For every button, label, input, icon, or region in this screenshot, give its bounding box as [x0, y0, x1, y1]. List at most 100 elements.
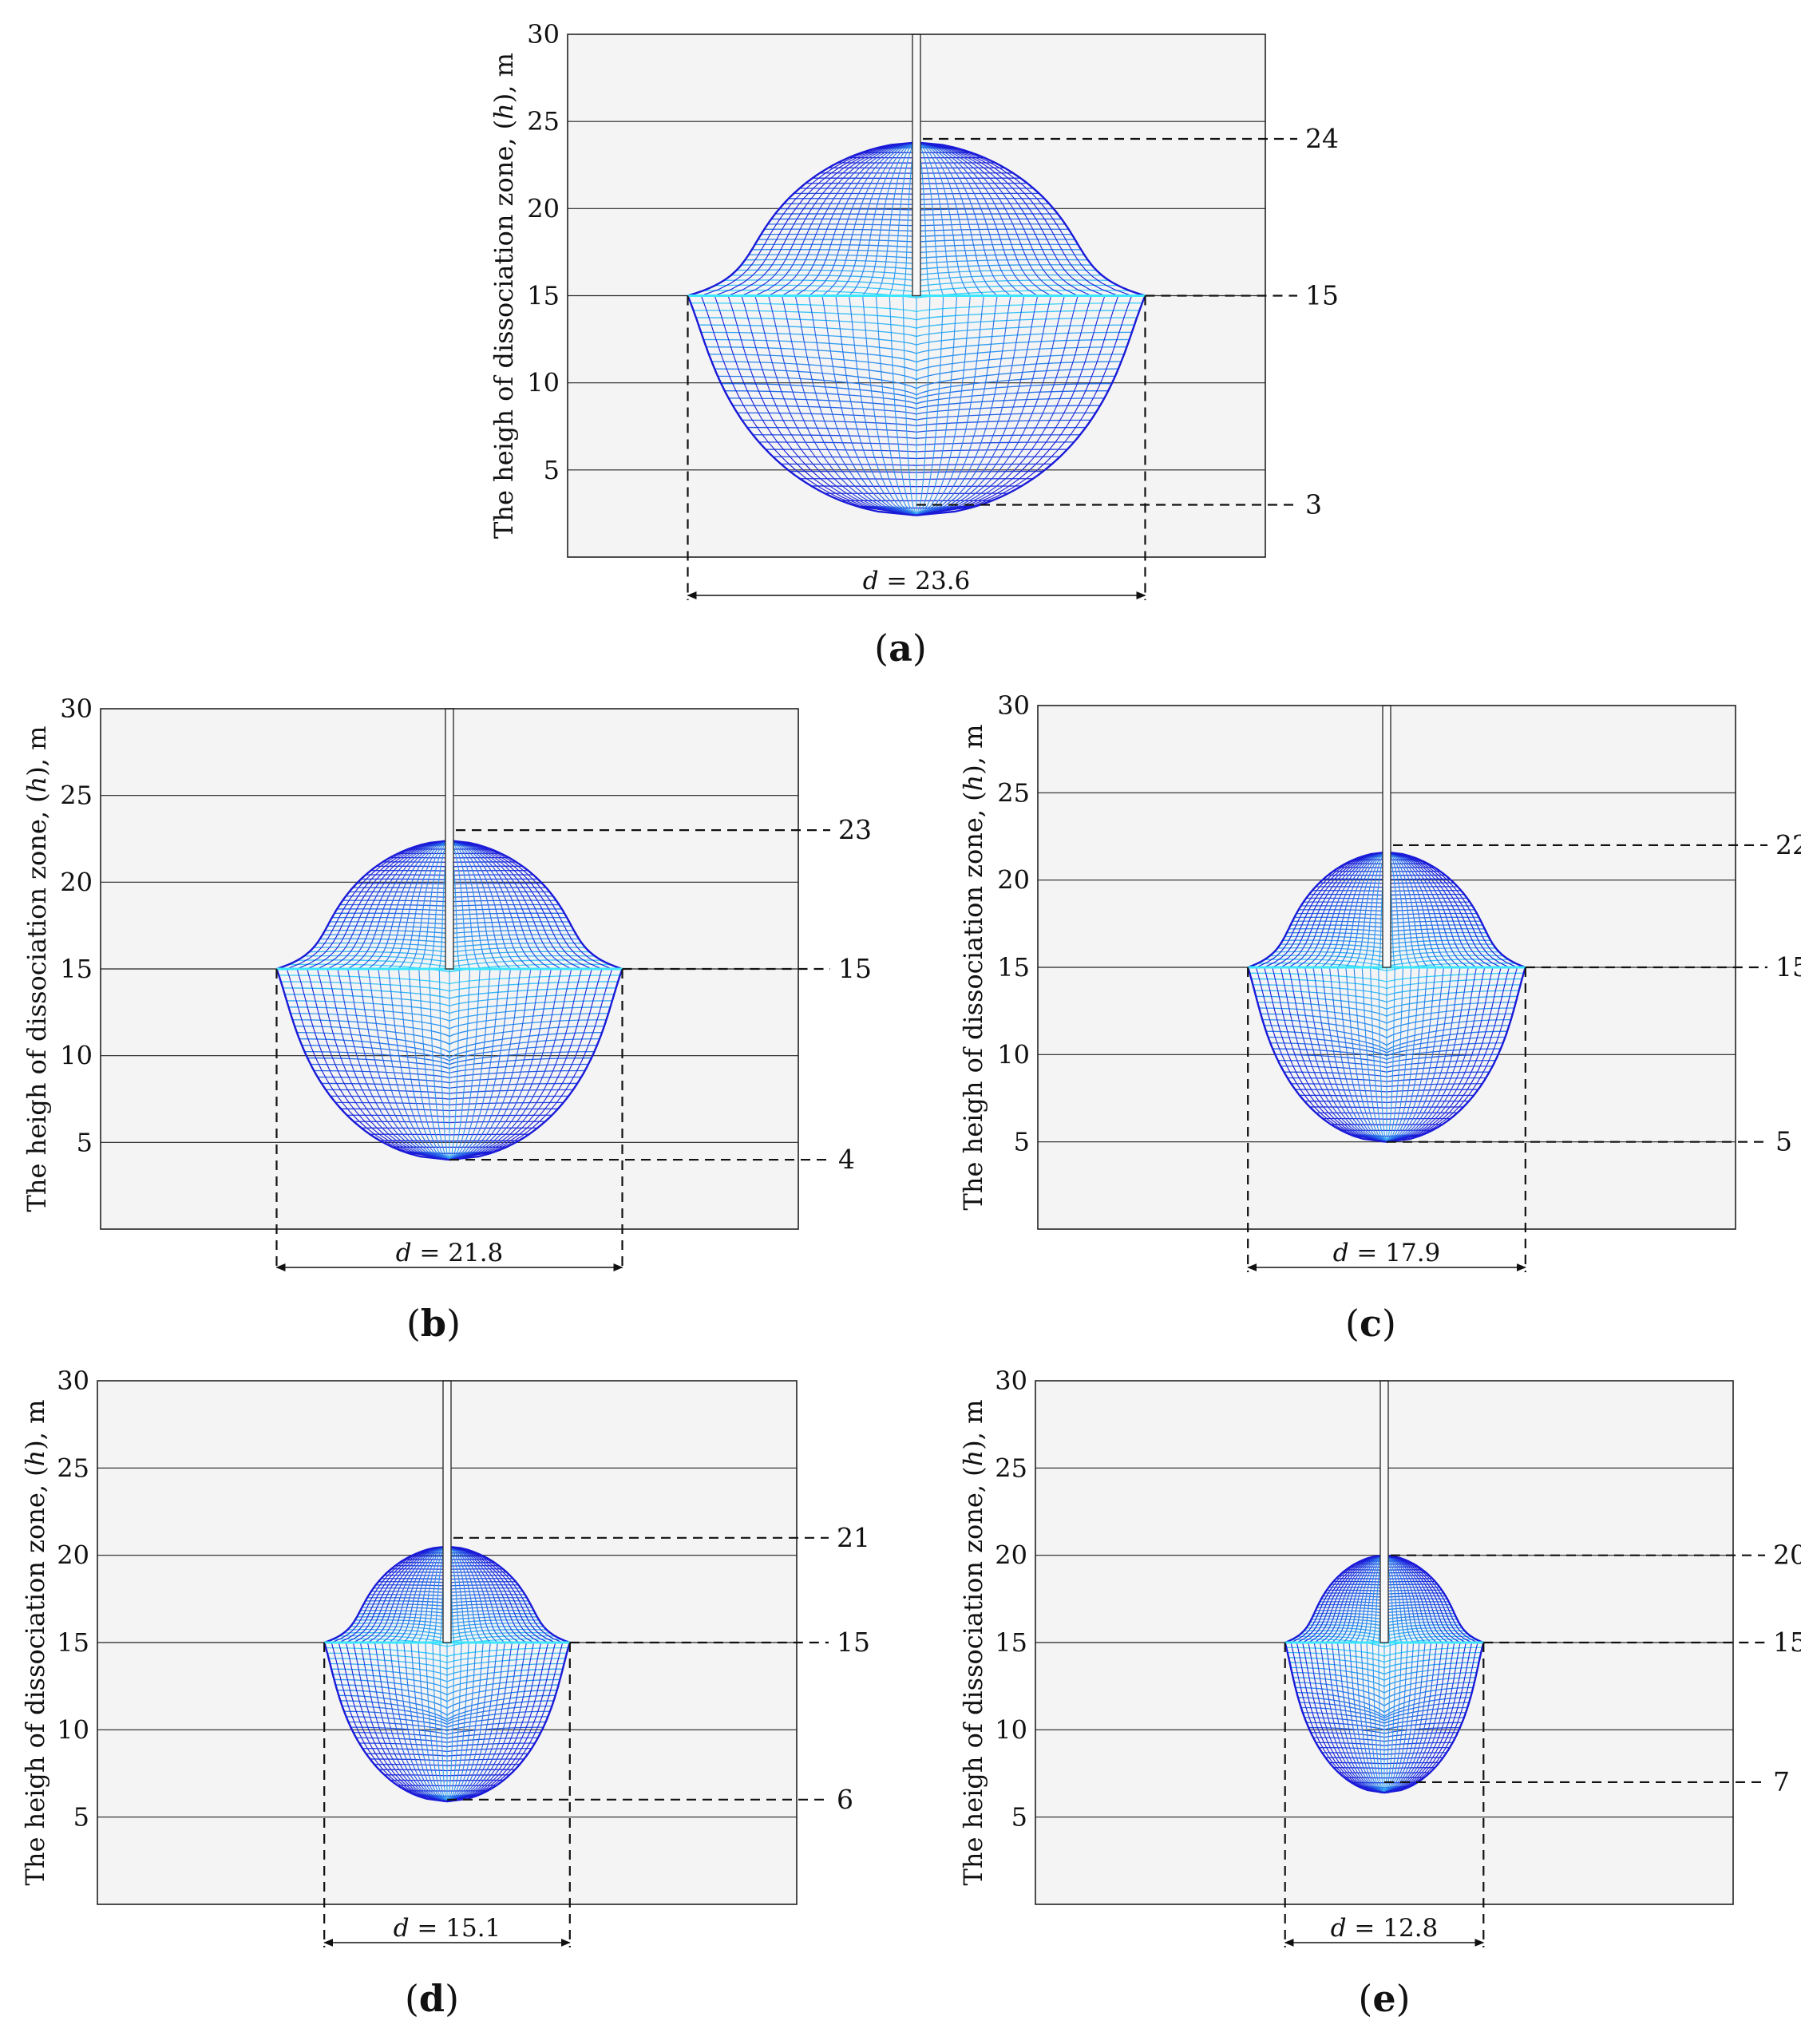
mesh-meridian-lower: [389, 1642, 448, 1802]
y-tick-label: 20: [60, 867, 93, 897]
mesh-meridian-upper: [1290, 1555, 1385, 1643]
mesh-meridian-lower: [1372, 1642, 1385, 1793]
mesh-meridian-lower: [1354, 1642, 1385, 1793]
y-axis-label: The heigh of dissociation zone, (h), m: [22, 726, 52, 1212]
mesh-meridian-lower: [1383, 1642, 1415, 1793]
mesh-meridian-lower: [916, 295, 958, 516]
mesh-meridian-upper: [396, 1546, 448, 1643]
y-tick-label: 20: [57, 1540, 89, 1571]
mesh-meridian-lower: [754, 295, 917, 516]
mesh-meridian-upper: [1383, 1555, 1420, 1643]
mesh-meridian-upper: [741, 141, 917, 297]
mesh-meridian-lower: [916, 295, 1092, 516]
mesh-meridian-upper: [1383, 1555, 1443, 1643]
mesh-meridian-upper: [1383, 1555, 1455, 1643]
mesh-meridian-upper: [1343, 1555, 1385, 1643]
mesh-meridian-upper: [338, 1546, 448, 1643]
mesh-meridian-upper: [1383, 1555, 1408, 1643]
mesh-meridian-lower: [1255, 967, 1387, 1143]
mesh-meridian-lower: [1320, 1642, 1385, 1793]
mesh-meridian-lower: [916, 295, 1065, 516]
mesh-meridian-upper: [1366, 1555, 1385, 1643]
mesh-meridian-upper: [1272, 852, 1387, 968]
mesh-meridian-upper: [1296, 1555, 1385, 1643]
y-tick-label: 20: [527, 193, 560, 223]
mesh-meridian-upper: [449, 840, 572, 970]
label-bottom: 4: [838, 1144, 855, 1175]
mesh-meridian-upper: [307, 840, 450, 970]
mesh-meridian-upper: [1383, 1555, 1467, 1643]
y-tick-label: 10: [995, 1714, 1027, 1745]
mesh-meridian-lower: [916, 295, 1039, 516]
mesh-meridian-upper: [418, 1546, 448, 1643]
mesh-meridian-upper: [449, 840, 552, 970]
mesh-meridian-upper: [1386, 852, 1485, 968]
mesh-meridian-upper: [1353, 852, 1387, 968]
diameter-label: d = 23.6: [863, 567, 971, 595]
mesh-meridian-lower: [446, 1642, 542, 1802]
label-top: 23: [838, 814, 872, 845]
mesh-meridian-upper: [1383, 1555, 1426, 1643]
mesh-meridian-upper: [446, 1546, 469, 1643]
mesh-meridian-upper: [1383, 1555, 1415, 1643]
mesh-meridian-lower: [1366, 1642, 1385, 1793]
mesh-meridian-lower: [449, 968, 501, 1160]
mesh-meridian-upper: [446, 1546, 527, 1643]
mesh-meridian-lower: [1296, 1642, 1385, 1793]
y-tick-label: 25: [60, 781, 93, 811]
mesh-outline-lower: [1284, 1642, 1485, 1794]
mesh-meridian-upper: [331, 1546, 448, 1643]
mesh-meridian-upper: [446, 1546, 548, 1643]
label-top: 22: [1775, 829, 1801, 860]
mesh-meridian-upper: [916, 141, 971, 296]
mesh-meridian-lower: [1288, 967, 1387, 1143]
mesh-meridian-lower: [1386, 967, 1412, 1143]
mesh-meridian-upper: [1386, 852, 1469, 968]
mesh-meridian-upper: [432, 1546, 448, 1643]
mesh-meridian-upper: [916, 142, 944, 296]
mesh-meridian-lower: [449, 968, 511, 1160]
panel-a: 5 10 15 20 25 30 24 15 3 d = 23.6 The heigh of dis…: [489, 19, 1339, 670]
mesh-meridian-upper: [1386, 852, 1453, 968]
mesh-meridian-upper: [1386, 852, 1436, 968]
mesh-meridian-lower: [1343, 1642, 1385, 1793]
mesh-meridian-lower: [1383, 1642, 1455, 1793]
mesh-meridian-upper: [449, 840, 481, 970]
mesh-meridian-lower: [331, 1642, 448, 1802]
mesh-meridian-upper: [446, 1546, 462, 1643]
y-tick-label: 5: [77, 1127, 93, 1157]
mesh-meridian-lower: [307, 968, 450, 1160]
mesh-meridian-lower: [1360, 1642, 1385, 1793]
mesh-meridian-upper: [327, 840, 450, 970]
mesh-meridian-lower: [1383, 1642, 1420, 1793]
mesh-meridian-lower: [1386, 967, 1469, 1143]
mesh-meridian-upper: [916, 141, 984, 296]
mesh-meridian-lower: [916, 295, 1133, 516]
mesh-meridian-upper: [835, 141, 917, 296]
mesh-meridian-upper: [286, 840, 450, 970]
mesh-meridian-lower: [1290, 1642, 1385, 1793]
y-tick-label: 25: [527, 106, 560, 136]
mesh-meridian-upper: [449, 840, 471, 970]
mesh-meridian-lower: [316, 968, 450, 1160]
y-axis-label: The heigh of dissociation zone, (h), m: [489, 53, 519, 539]
mesh-meridian-upper: [1280, 852, 1387, 968]
mesh-meridian-lower: [382, 1642, 448, 1802]
mesh-meridian-lower: [916, 295, 931, 516]
mesh-meridian-lower: [286, 968, 450, 1160]
mesh-meridian-lower: [916, 295, 1052, 516]
mesh-meridian-upper: [1383, 1555, 1472, 1643]
y-tick-label: 15: [60, 954, 93, 984]
mesh-meridian-lower: [449, 968, 491, 1160]
mesh-meridian-upper: [296, 840, 450, 970]
mesh-meridian-lower: [714, 295, 916, 516]
mesh-meridian-lower: [338, 1642, 448, 1802]
mesh-meridian-lower: [446, 1642, 549, 1802]
mesh-meridian-upper: [1386, 852, 1444, 968]
mesh-meridian-lower: [1304, 967, 1387, 1143]
mesh-meridian-upper: [388, 840, 450, 970]
mesh-meridian-lower: [374, 1642, 448, 1802]
mesh-meridian-upper: [916, 141, 1132, 297]
mesh-meridian-upper: [916, 141, 1038, 296]
mesh-meridian-upper: [916, 141, 1092, 297]
